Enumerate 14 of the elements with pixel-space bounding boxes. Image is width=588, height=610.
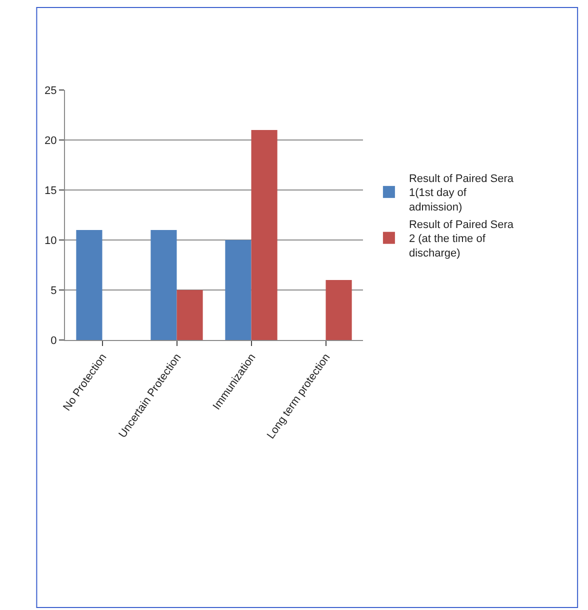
y-tick-label: 10 [44, 234, 57, 247]
y-tick-label: 5 [50, 284, 57, 297]
legend-label: Result of Paired Sera 2 (at the time of discharge) [408, 218, 514, 260]
y-tick-label: 15 [44, 184, 57, 197]
bar [251, 130, 278, 340]
bar [326, 280, 352, 340]
bar [150, 230, 177, 340]
legend-label: Result of Paired Sera 1(1st day of admission) [408, 172, 514, 214]
bar [225, 240, 252, 340]
y-tick-label: 25 [44, 84, 57, 97]
y-tick-label: 0 [50, 334, 57, 347]
bar [76, 230, 102, 340]
y-tick-label: 20 [44, 134, 57, 147]
bar [176, 290, 203, 340]
